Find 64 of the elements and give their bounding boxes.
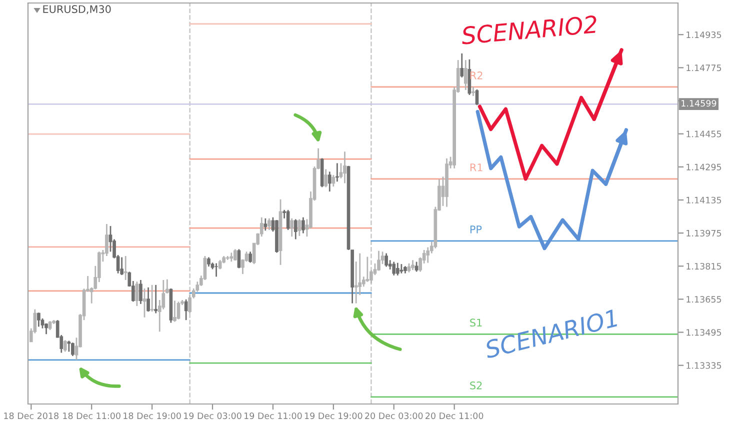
x-tick-label: 19 Dec 03:00: [184, 412, 242, 420]
candlestick: [150, 284, 154, 312]
y-tick-label: 1.13815: [686, 262, 722, 270]
candlestick: [411, 259, 414, 271]
candlestick: [264, 218, 268, 232]
candlestick: [37, 312, 40, 328]
candlestick: [400, 263, 404, 274]
series-label: SCENARIO2: [460, 15, 598, 45]
x-tick-label: 18 Dec 19:00: [124, 412, 181, 420]
candlestick: [384, 252, 388, 268]
candlestick: [460, 52, 464, 78]
candlestick: [286, 209, 290, 231]
candlestick: [71, 342, 74, 357]
y-tick-label: 1.13655: [686, 296, 722, 303]
candlestick: [173, 300, 176, 322]
x-tick-label: 18 Dec 2018: [4, 412, 58, 420]
annotation: S1: [470, 318, 482, 327]
candlestick: [120, 256, 124, 276]
candlestick: [248, 250, 252, 264]
x-tick-label: 19 Dec 19:00: [304, 412, 362, 420]
y-tick-label: 1.14455: [686, 130, 722, 138]
y-tick-label: 1.14135: [686, 196, 722, 204]
y-tick-label: 1.13335: [686, 362, 722, 369]
candlestick: [396, 262, 400, 276]
x-tick-label: 20 Dec 03:00: [365, 412, 423, 420]
candlestick: [377, 250, 380, 272]
candlestick: [475, 88, 479, 106]
candlestick: [298, 218, 302, 237]
candlestick: [392, 261, 396, 276]
candlestick: [414, 261, 418, 272]
annotation: S2: [470, 382, 482, 390]
candlestick: [302, 216, 305, 234]
ref-line-label: 1.14599: [682, 100, 716, 107]
x-tick-label: 18 Dec 11:00: [63, 412, 120, 420]
candlestick: [63, 339, 67, 352]
chart-title: EURUSD,M30: [43, 5, 111, 14]
candlestick: [139, 279, 142, 305]
candlestick: [176, 300, 180, 320]
x-tick-label: 19 Dec 11:00: [244, 412, 302, 420]
candlestick: [268, 218, 271, 231]
y-tick-label: 1.14775: [686, 64, 722, 72]
candlestick: [472, 86, 475, 97]
candlestick: [343, 150, 346, 184]
candlestick: [290, 218, 294, 238]
candlestick: [67, 340, 71, 352]
candlestick: [294, 218, 298, 240]
x-tick-label: 20 Dec 11:00: [426, 412, 484, 420]
candlestick: [218, 259, 222, 270]
candlestick: [124, 255, 128, 281]
candlestick: [207, 256, 210, 268]
candlestick: [328, 170, 332, 192]
candlestick: [214, 262, 218, 278]
candlestick: [146, 286, 150, 312]
y-tick-label: 1.14935: [686, 31, 722, 38]
y-tick-label: 1.14295: [686, 164, 722, 170]
candlestick: [154, 284, 158, 314]
annotation: R1: [470, 164, 482, 172]
annotation: PP: [470, 226, 482, 234]
candlestick: [332, 174, 336, 188]
candlestick: [142, 288, 146, 318]
candlestick: [324, 168, 328, 188]
y-tick-label: 1.13975: [686, 230, 722, 237]
candlestick: [464, 59, 468, 91]
y-tick-label: 1.13495: [686, 329, 722, 336]
